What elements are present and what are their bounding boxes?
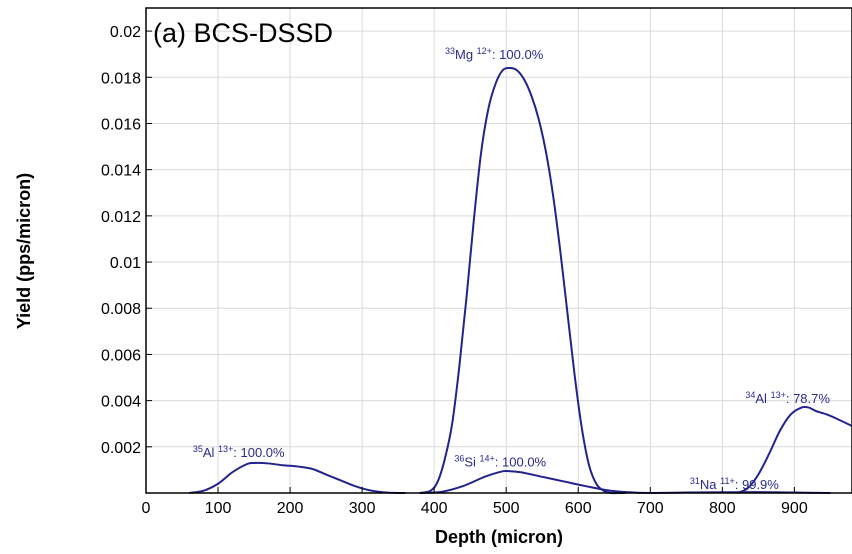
chart-title: (a) BCS-DSSD [153, 18, 333, 48]
y-tick-label: 0.002 [101, 440, 141, 457]
annotation-element: Al [203, 445, 218, 460]
y-tick-label: 0.012 [101, 209, 141, 226]
series-line-al35 [189, 461, 406, 495]
x-tick-label: 700 [637, 500, 664, 517]
annotation-charge: 14+ [480, 453, 495, 463]
annotation-element: Al [755, 391, 770, 406]
x-tick-label: 900 [781, 500, 808, 517]
y-axis-label: Yield (pps/micron) [14, 173, 34, 329]
annotation-mass: 36 [454, 453, 464, 463]
annotation-element: Mg [455, 47, 477, 62]
y-tick-label: 0.01 [110, 255, 141, 272]
x-tick-label: 800 [709, 500, 736, 517]
peak-annotation: 36Si 14+: 100.0% [454, 453, 546, 469]
x-tick-label: 600 [565, 500, 592, 517]
annotation-mass: 34 [745, 390, 755, 400]
y-tick-label: 0.016 [101, 116, 141, 133]
series-layer [189, 67, 852, 495]
annotation-mass: 31 [690, 476, 700, 486]
y-tick-label: 0.004 [101, 394, 141, 411]
annotation-charge: 11+ [720, 476, 735, 486]
y-tick-label: 0.008 [101, 301, 141, 318]
annotation-charge: 13+ [218, 444, 233, 454]
annotation-percent: : 100.0% [495, 454, 547, 469]
series-line-al34 [736, 405, 852, 494]
series-line-mg33 [419, 67, 626, 495]
annotation-percent: : 100.0% [233, 445, 285, 460]
y-tick-label: 0.02 [110, 24, 141, 41]
x-tick-label: 0 [142, 500, 151, 517]
x-tick-label: 400 [421, 500, 448, 517]
annotation-charge: 13+ [771, 390, 786, 400]
y-axis-ticks: 0.002 0.004 0.006 0.008 0.01 0.012 0.014 0.016 0… [101, 24, 152, 457]
annotation-percent: : 99.9% [735, 477, 780, 492]
x-tick-label: 200 [277, 500, 304, 517]
annotation-mass: 35 [193, 444, 203, 454]
peak-annotation: 33Mg 12+: 100.0% [445, 46, 544, 62]
annotation-percent: : 78.7% [786, 391, 831, 406]
x-axis-label: Depth (micron) [435, 527, 563, 547]
y-tick-label: 0.014 [101, 163, 141, 180]
series-line-si36 [419, 470, 651, 494]
peak-annotation: 31Na 11+: 99.9% [690, 476, 779, 492]
annotation-mass: 33 [445, 46, 455, 56]
chart-grid [146, 8, 852, 493]
x-axis-ticks: 0 100 200 300 400 500 600 700 800 900 [142, 487, 808, 517]
y-tick-label: 0.006 [101, 347, 141, 364]
peak-annotation: 35Al 13+: 100.0% [193, 444, 285, 460]
annotation-element: Na [700, 477, 720, 492]
peak-annotations: 35Al 13+: 100.0%33Mg 12+: 100.0%36Si 14+… [193, 46, 831, 492]
x-tick-label: 300 [349, 500, 376, 517]
annotation-percent: : 100.0% [492, 47, 544, 62]
y-tick-label: 0.018 [101, 70, 141, 87]
annotation-charge: 12+ [477, 46, 492, 56]
peak-annotation: 34Al 13+: 78.7% [745, 390, 830, 406]
plot-area-frame [145, 7, 852, 494]
x-tick-label: 100 [205, 500, 232, 517]
annotation-element: Si [464, 454, 479, 469]
x-tick-label: 500 [493, 500, 520, 517]
